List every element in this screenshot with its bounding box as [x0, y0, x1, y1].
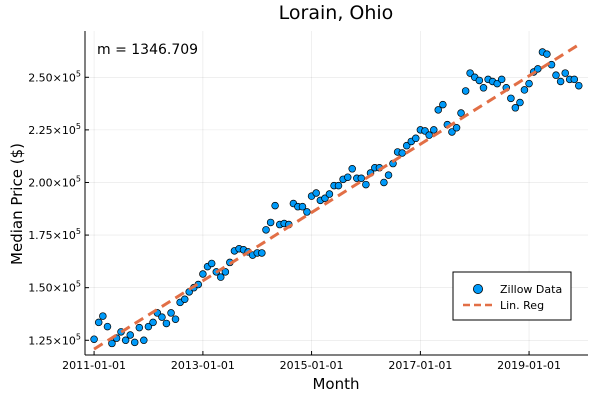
data-point: [457, 109, 465, 117]
chart-title: Lorain, Ohio: [279, 2, 394, 24]
data-point: [149, 318, 157, 327]
data-point: [475, 76, 484, 85]
data-point: [217, 273, 225, 281]
data-point: [99, 312, 107, 320]
data-point: [221, 268, 230, 276]
data-point: [262, 226, 270, 234]
data-point: [325, 190, 334, 198]
y-tick-label: 2.25×105: [28, 122, 81, 137]
data-point: [94, 318, 103, 327]
y-tick-label: 2.50×105: [28, 69, 81, 84]
data-point: [525, 79, 533, 88]
y-tick-label: 1.50×105: [28, 280, 81, 295]
x-tick-label: 2013-01-01: [171, 359, 235, 372]
data-point: [448, 128, 456, 136]
data-point: [162, 319, 171, 328]
data-point: [556, 77, 565, 86]
data-point: [516, 98, 524, 107]
data-point: [543, 50, 551, 58]
data-point: [497, 75, 506, 84]
data-point: [511, 104, 520, 112]
legend-label-lin-reg: Lin. Reg: [500, 299, 544, 312]
data-point: [334, 181, 343, 190]
legend-label-zillow-data: Zillow Data: [500, 283, 562, 296]
data-point: [570, 75, 579, 84]
data-point: [575, 81, 583, 90]
data-point: [312, 189, 320, 197]
data-point: [348, 165, 356, 173]
data-point: [180, 295, 189, 303]
data-point: [430, 126, 438, 134]
data-point: [121, 336, 130, 345]
data-point: [402, 141, 411, 150]
legend-box: [452, 271, 572, 321]
x-tick-label: 2019-01-01: [497, 359, 561, 372]
data-point: [412, 134, 420, 143]
data-point: [135, 323, 144, 332]
data-point: [207, 259, 216, 268]
data-series: [90, 43, 583, 351]
data-point: [439, 100, 447, 109]
y-tick-label: 2.00×105: [28, 174, 81, 189]
x-tick-label: 2011-01-01: [62, 359, 126, 372]
y-tick-label: 1.75×105: [28, 227, 81, 242]
x-axis-label: Month: [312, 375, 359, 393]
data-point: [466, 69, 474, 77]
data-point: [520, 86, 529, 94]
data-point: [90, 335, 98, 343]
data-point: [384, 171, 393, 179]
data-point: [357, 174, 366, 183]
data-point: [266, 218, 275, 227]
data-point: [144, 322, 153, 331]
data-point: [258, 249, 266, 257]
data-point: [561, 69, 569, 77]
data-point: [452, 124, 461, 132]
data-point: [199, 270, 207, 278]
data-point: [552, 71, 560, 79]
legend-marker-zillow-data: [472, 283, 483, 294]
x-tick-label: 2017-01-01: [388, 359, 452, 372]
data-point: [534, 65, 542, 73]
data-point: [158, 313, 166, 321]
data-point: [343, 173, 352, 181]
axes: [84, 31, 588, 356]
data-point: [130, 338, 139, 347]
data-point: [108, 339, 116, 348]
data-point: [271, 201, 279, 210]
data-point: [461, 87, 470, 95]
legend: Zillow Data Lin. Reg: [452, 271, 572, 321]
data-point: [140, 336, 148, 345]
data-point: [103, 322, 112, 331]
data-point: [126, 331, 135, 339]
data-point: [434, 106, 442, 114]
data-point: [171, 315, 180, 323]
y-axis-label: Median Price ($): [8, 143, 26, 265]
data-point: [507, 94, 515, 103]
slope-annotation: m = 1346.709: [97, 42, 198, 58]
tick-labels: 2011-01-01 2013-01-01 2015-01-01 2017-01-01…: [28, 69, 561, 372]
y-tick-label: 1.25×105: [28, 332, 81, 347]
data-point: [303, 208, 311, 216]
data-point: [362, 180, 370, 189]
data-point: [298, 202, 307, 211]
data-point: [167, 309, 175, 317]
data-point: [479, 84, 488, 92]
x-tick-label: 2015-01-01: [280, 359, 344, 372]
data-point: [380, 178, 388, 187]
